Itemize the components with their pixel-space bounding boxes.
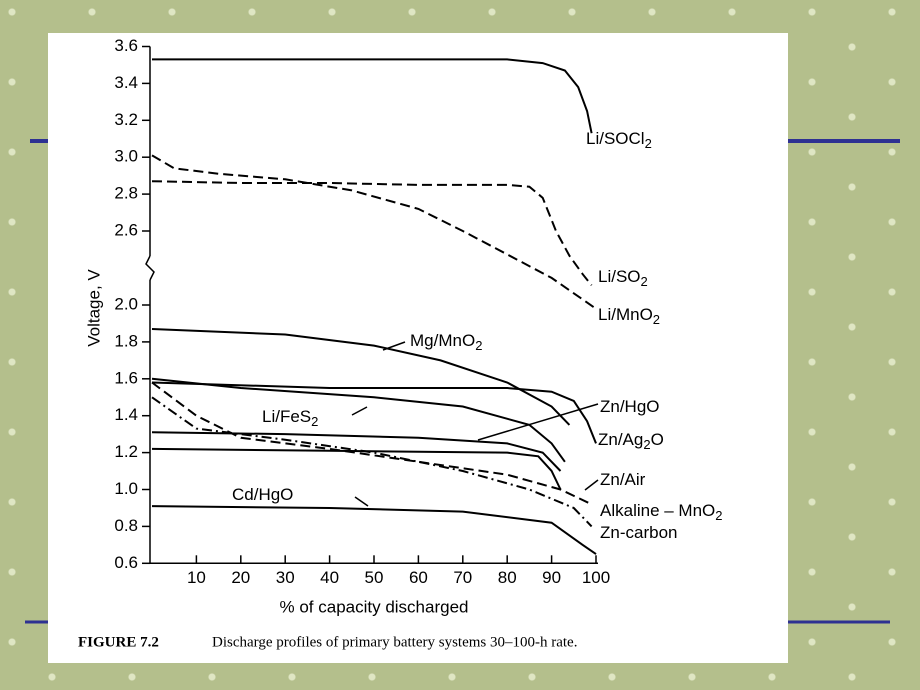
axis-break <box>145 255 155 281</box>
x-tick-label: 100 <box>582 568 610 587</box>
series-label: Mg/MnO2 <box>410 331 482 353</box>
y-tick-label: 3.4 <box>114 73 138 92</box>
series-line <box>151 377 566 463</box>
y-tick-label: 3.6 <box>114 36 138 55</box>
y-tick-label: 0.6 <box>114 553 138 572</box>
y-tick-label: 1.8 <box>114 331 138 350</box>
leader-line <box>477 403 599 441</box>
series-label: Zn/HgO <box>600 397 660 416</box>
y-tick-label: 0.8 <box>114 516 138 535</box>
y-tick-label: 3.2 <box>114 110 138 129</box>
y-tick-label: 2.8 <box>114 184 138 203</box>
y-tick-label: 1.4 <box>114 405 138 424</box>
x-tick-label: 70 <box>453 568 472 587</box>
series-line <box>151 431 562 472</box>
y-axis-label: Voltage, V <box>84 269 103 347</box>
x-tick-label: 60 <box>409 568 428 587</box>
x-tick-label: 20 <box>231 568 250 587</box>
y-tick-label: 1.6 <box>114 368 138 387</box>
caption-text: Discharge profiles of primary battery sy… <box>212 634 577 650</box>
series-line <box>151 381 597 444</box>
series-line <box>151 180 593 286</box>
series-line <box>151 396 593 528</box>
series-line <box>151 328 571 426</box>
x-tick-label: 50 <box>365 568 384 587</box>
y-tick-label: 1.0 <box>114 479 138 498</box>
y-tick-label: 2.0 <box>114 294 138 313</box>
series-label: Li/SOCl2 <box>586 129 652 151</box>
series-label: Cd/HgO <box>232 485 293 504</box>
x-tick-label: 30 <box>276 568 295 587</box>
x-tick-label: 10 <box>187 568 206 587</box>
x-tick-label: 90 <box>542 568 561 587</box>
series-line <box>152 58 593 134</box>
series-label: Li/FeS2 <box>262 407 318 429</box>
x-axis-label: % of capacity discharged <box>280 597 469 616</box>
series-label: Zn-carbon <box>600 523 677 542</box>
y-tick-label: 3.0 <box>114 147 138 166</box>
series-line <box>151 381 593 506</box>
series-label: Li/MnO2 <box>598 305 660 327</box>
x-tick-label: 80 <box>498 568 517 587</box>
leader-line <box>354 496 369 507</box>
series-label: Li/SO2 <box>598 267 648 289</box>
series-line <box>151 505 597 555</box>
series-label: Zn/Air <box>600 470 646 489</box>
leader-line <box>584 479 599 491</box>
series-line <box>151 447 562 490</box>
leader-line <box>351 406 368 416</box>
caption-label: FIGURE 7.2 <box>78 634 159 650</box>
x-tick-label: 40 <box>320 568 339 587</box>
series-line <box>151 154 597 310</box>
series-label: Zn/Ag2O <box>598 430 664 452</box>
y-tick-label: 2.6 <box>114 220 138 239</box>
y-tick-label: 1.2 <box>114 442 138 461</box>
leader-line <box>382 341 406 351</box>
series-label: Alkaline – MnO2 <box>600 501 723 523</box>
